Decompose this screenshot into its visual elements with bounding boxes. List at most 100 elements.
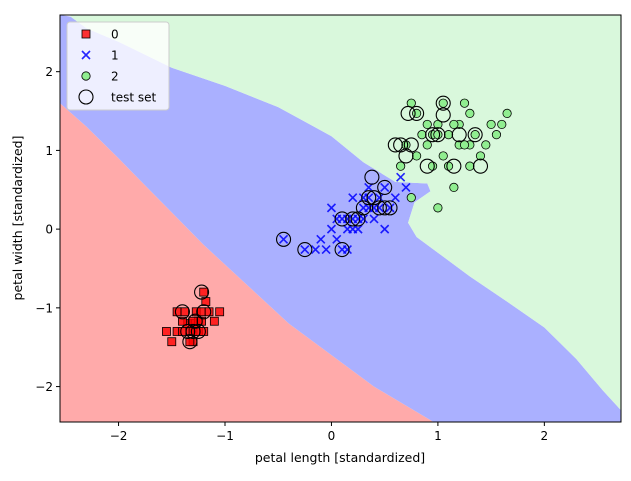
data-point-class-1 <box>342 245 352 255</box>
y-tick-label: 2 <box>45 65 53 79</box>
x-axis-label: petal length [standardized] <box>255 450 425 465</box>
data-point-class-2 <box>481 140 491 150</box>
test-set-point <box>182 334 198 350</box>
legend-label: test set <box>111 91 156 105</box>
data-point-class-0 <box>180 307 189 317</box>
data-point-class-0 <box>197 307 206 317</box>
test-set-point <box>185 323 201 340</box>
legend-label: 2 <box>111 70 119 84</box>
test-set-point <box>334 211 350 227</box>
test-set-point <box>377 200 393 216</box>
data-point-class-1 <box>316 234 326 244</box>
test-set-point <box>387 137 403 153</box>
x-tick-label: −1 <box>216 429 234 443</box>
test-set-point <box>451 127 467 143</box>
region-class-0 <box>60 15 434 422</box>
data-point-class-2 <box>470 130 480 140</box>
data-point-class-1 <box>310 245 321 255</box>
test-set-point <box>334 242 350 258</box>
data-point-class-1 <box>380 224 390 234</box>
data-point-class-1 <box>401 182 411 192</box>
data-point-class-2 <box>491 130 502 140</box>
data-point-class-2 <box>438 151 448 161</box>
test-set-point <box>377 179 393 195</box>
data-point-class-1 <box>390 193 400 203</box>
legend-label: 1 <box>111 49 119 63</box>
data-point-class-2 <box>417 130 427 140</box>
data-point-class-2 <box>459 140 470 150</box>
x-axis-ticks: −2 −1 0 1 2 <box>110 422 548 443</box>
test-set-point <box>409 105 425 121</box>
data-point-class-1 <box>278 234 289 244</box>
test-set-point <box>371 200 387 216</box>
data-point-class-1 <box>369 214 379 224</box>
test-set-point <box>435 107 451 123</box>
data-point-class-2 <box>486 119 496 130</box>
data-point-class-1 <box>326 203 337 213</box>
test-set-point <box>425 127 441 143</box>
data-point-class-1 <box>321 245 331 255</box>
x-tick-label: 0 <box>328 429 336 443</box>
data-point-class-1 <box>385 203 395 213</box>
data-point-class-0 <box>215 307 225 317</box>
legend-marker <box>81 71 91 81</box>
test-set-point <box>446 158 462 174</box>
test-set-point <box>187 313 203 329</box>
test-set-point <box>196 304 212 320</box>
test-set-point <box>180 323 196 340</box>
data-point-class-0 <box>209 316 219 326</box>
test-set-point <box>364 169 380 185</box>
data-point-class-2 <box>449 119 459 130</box>
data-point-class-0 <box>188 316 198 326</box>
x-tick-label: 1 <box>434 429 442 443</box>
data-point-class-0 <box>199 327 209 336</box>
data-point-class-0 <box>162 327 171 336</box>
y-axis-label: petal width [standardized] <box>10 136 25 301</box>
test-set-point <box>400 105 416 121</box>
data-point-class-2 <box>427 161 438 171</box>
test-set-point <box>174 304 190 320</box>
test-set-point <box>419 158 435 174</box>
legend-box <box>66 21 170 111</box>
data-points <box>162 95 512 350</box>
legend-marker <box>81 50 91 60</box>
test-set-point <box>190 323 206 340</box>
data-point-class-2 <box>465 161 475 171</box>
data-point-class-1 <box>374 203 384 213</box>
test-set-point <box>345 211 361 227</box>
y-tick-label: 1 <box>45 144 53 158</box>
data-point-class-2 <box>412 108 422 119</box>
data-point-class-1 <box>348 224 358 234</box>
data-point-class-2 <box>438 98 448 108</box>
data-point-class-1 <box>364 182 374 192</box>
y-tick-label: −1 <box>35 301 53 315</box>
legend: 0 1 2 test set <box>66 21 170 111</box>
decision-regions <box>60 15 621 422</box>
x-tick-label: 2 <box>541 429 549 443</box>
data-point-class-2 <box>502 108 512 119</box>
test-set-point <box>382 200 398 216</box>
data-point-class-1 <box>380 182 390 192</box>
plot-frame <box>59 14 622 423</box>
data-point-class-0 <box>199 287 209 297</box>
test-set-point <box>297 242 313 258</box>
legend-label: 0 <box>111 28 119 42</box>
data-point-class-2 <box>443 130 454 140</box>
region-class-1 <box>60 15 621 422</box>
y-tick-label: −2 <box>35 380 53 394</box>
test-set-point <box>467 127 483 143</box>
test-set-point <box>430 127 446 143</box>
data-point-class-2 <box>412 151 422 161</box>
legend-marker <box>81 29 91 39</box>
data-point-class-2 <box>465 108 475 119</box>
data-point-class-2 <box>433 203 443 213</box>
data-point-class-2 <box>396 161 406 171</box>
data-point-class-2 <box>422 119 432 130</box>
y-axis-ticks: −2 −1 0 1 2 <box>35 65 60 394</box>
data-point-class-1 <box>374 193 384 203</box>
data-point-class-1 <box>358 214 368 224</box>
test-set-point <box>366 190 382 206</box>
region-class-2 <box>70 15 621 411</box>
data-point-class-2 <box>406 193 416 203</box>
